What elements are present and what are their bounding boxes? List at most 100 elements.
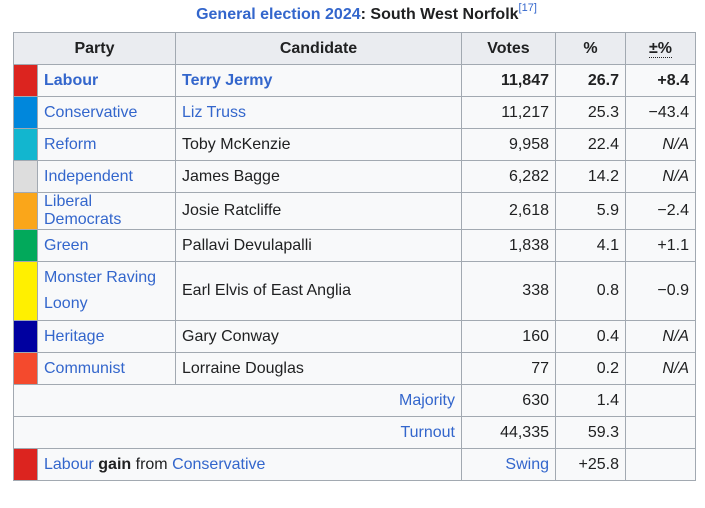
candidate-row: Monster Raving Loony Earl Elvis of East An… [13,261,696,321]
candidate-row: Heritage Gary Conway 160 0.4 N/A [13,320,696,353]
party-cell: Conservative [37,96,176,129]
party-link[interactable]: Monster Raving Loony [44,269,156,312]
candidate-cell: Terry Jermy [175,64,462,97]
gain-summary: Labour gain from Conservative [37,448,462,481]
percent-cell: 0.8 [555,261,626,321]
party-color-swatch [13,261,38,321]
candidate-cell: James Bagge [175,160,462,193]
gain-row: Labour gain from Conservative Swing +25.… [13,448,696,481]
majority-row: Majority 630 1.4 [13,384,696,417]
votes-cell: 2,618 [461,192,556,230]
candidate-cell: Liz Truss [175,96,462,129]
candidate-name: Toby McKenzie [182,135,291,153]
change-cell: N/A [625,160,696,193]
party-link[interactable]: Green [44,236,89,254]
percent-cell: 0.2 [555,352,626,385]
party-link[interactable]: Communist [44,359,125,377]
party-link[interactable]: Liberal Democrats [44,193,122,228]
percent-cell: 4.1 [555,229,626,262]
party-link[interactable]: Independent [44,167,133,185]
majority-percent: 1.4 [555,384,626,417]
candidate-row: Communist Lorraine Douglas 77 0.2 N/A [13,352,696,385]
candidate-name: Josie Ratcliffe [182,202,282,219]
party-cell: Green [37,229,176,262]
party-header: Party [13,32,176,65]
swing-link[interactable]: Swing [505,455,549,473]
majority-link[interactable]: Majority [398,391,455,409]
change-header[interactable]: ±% [625,32,696,65]
change-cell: +8.4 [625,64,696,97]
party-color-swatch [13,64,38,97]
turnout-votes: 44,335 [461,416,556,449]
party-cell: Monster Raving Loony [37,261,176,321]
turnout-row: Turnout 44,335 59.3 [13,416,696,449]
candidate-cell: Gary Conway [175,320,462,353]
votes-cell: 338 [461,261,556,321]
party-cell: Independent [37,160,176,193]
party-name-line1: Monster Raving [44,269,157,286]
party-cell: Liberal Democrats [37,192,176,230]
percent-cell: 14.2 [555,160,626,193]
candidate-link[interactable]: Terry Jermy [182,71,273,89]
candidate-name: Pallavi Devulapalli [182,236,312,254]
candidate-cell: Josie Ratcliffe [175,192,462,230]
party-color-swatch [13,320,38,353]
percent-cell: 26.7 [555,64,626,97]
election-link[interactable]: General election 2024 [196,6,361,23]
party-link[interactable]: Heritage [44,327,105,345]
turnout-link[interactable]: Turnout [400,423,455,441]
candidate-name: James Bagge [182,167,280,185]
candidate-row: Conservative Liz Truss 11,217 25.3 −43.4 [13,96,696,129]
party-link[interactable]: Labour [44,71,99,89]
gain-loser-link[interactable]: Conservative [172,455,266,473]
candidate-link[interactable]: Liz Truss [182,103,247,121]
party-color-swatch [13,160,38,193]
candidate-name: Gary Conway [182,327,279,345]
votes-cell: 11,217 [461,96,556,129]
party-link[interactable]: Reform [44,135,97,153]
votes-cell: 77 [461,352,556,385]
percent-cell: 0.4 [555,320,626,353]
change-cell: N/A [625,320,696,353]
gain-winner-link[interactable]: Labour [44,455,94,473]
party-color-swatch [13,352,38,385]
votes-cell: 9,958 [461,128,556,161]
caption-separator: : [360,6,366,23]
party-cell: Reform [37,128,176,161]
change-cell: N/A [625,128,696,161]
change-cell: N/A [625,352,696,385]
votes-cell: 160 [461,320,556,353]
percent-cell: 22.4 [555,128,626,161]
candidate-row: Green Pallavi Devulapalli 1,838 4.1 +1.1 [13,229,696,262]
party-cell: Labour [37,64,176,97]
party-cell: Communist [37,352,176,385]
constituency-name: South West Norfolk [370,6,519,23]
swing-value: +25.8 [555,448,626,481]
candidate-row: Reform Toby McKenzie 9,958 22.4 N/A [13,128,696,161]
candidate-row: Labour Terry Jermy 11,847 26.7 +8.4 [13,64,696,97]
candidate-cell: Toby McKenzie [175,128,462,161]
change-header-label: ±% [648,39,672,58]
change-cell: −2.4 [625,192,696,230]
party-color-swatch [13,192,38,230]
votes-header: Votes [461,32,556,65]
from-word: from [135,455,168,473]
candidate-header: Candidate [175,32,462,65]
change-cell: −0.9 [625,261,696,321]
table-caption: General election 2024: South West Norfol… [0,0,705,29]
gain-word: gain [98,455,132,473]
percent-cell: 5.9 [555,192,626,230]
candidate-row: Liberal Democrats Josie Ratcliffe 2,618 5.9… [13,192,696,230]
votes-cell: 1,838 [461,229,556,262]
party-link[interactable]: Conservative [44,103,138,121]
party-color-swatch [13,229,38,262]
candidate-cell: Earl Elvis of East Anglia [175,261,462,321]
change-cell: −43.4 [625,96,696,129]
party-cell: Heritage [37,320,176,353]
party-name-line2: Loony [44,295,88,312]
party-color-swatch [13,128,38,161]
reference-link[interactable]: [17] [518,1,537,14]
percent-cell: 25.3 [555,96,626,129]
percent-header: % [555,32,626,65]
gain-party-color-swatch [13,448,38,481]
